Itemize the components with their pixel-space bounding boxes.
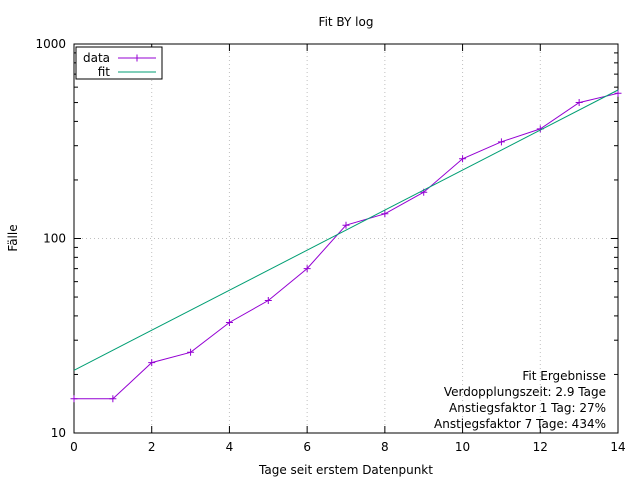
y-tick-label: 10 (51, 426, 66, 440)
data-point (303, 265, 311, 273)
x-tick-label: 14 (610, 440, 625, 454)
data-point (497, 138, 505, 146)
data-point (109, 395, 117, 403)
grid (74, 44, 618, 433)
data-point (187, 348, 195, 356)
axis-ticks: 0 2 4 6 8 10 12 14 10 100 1000 (35, 37, 625, 454)
data-point (264, 296, 272, 304)
series-line-data (74, 92, 619, 400)
data-point (575, 99, 583, 107)
data-point (614, 89, 622, 97)
x-tick-label: 10 (455, 440, 470, 454)
y-tick-label: 100 (43, 232, 66, 246)
x-tick-label: 4 (226, 440, 234, 454)
fit-result-line: Verdopplungszeit: 2.9 Tage (444, 385, 606, 399)
legend-label-data: data (83, 51, 110, 65)
legend-box (75, 46, 163, 80)
fit-results: Fit Ergebnisse Verdopplungszeit: 2.9 Tage… (434, 369, 606, 431)
legend-label-fit: fit (98, 65, 111, 79)
fit-result-line: Anstiegsfaktor 7 Tage: 434% (434, 417, 606, 431)
legend-marker (133, 54, 141, 62)
fit-result-line: Anstiegsfaktor 1 Tag: 27% (449, 401, 606, 415)
y-axis-label: Fälle (6, 224, 20, 251)
series (70, 89, 622, 403)
series-line-fit (73, 89, 619, 371)
x-tick-label: 12 (533, 440, 548, 454)
fit-result-line: Fit Ergebnisse (522, 369, 606, 383)
data-point (148, 359, 156, 367)
data-point (342, 221, 350, 229)
data-point (225, 318, 233, 326)
data-point (459, 155, 467, 163)
chart-title: Fit BY log (319, 15, 374, 29)
x-tick-label: 2 (148, 440, 156, 454)
y-tick-label: 1000 (35, 37, 66, 51)
data-point (381, 210, 389, 218)
x-tick-label: 8 (381, 440, 389, 454)
x-tick-label: 0 (70, 440, 78, 454)
x-axis-label: Tage seit erstem Datenpunkt (258, 463, 433, 477)
x-tick-label: 6 (303, 440, 311, 454)
data-point (70, 395, 78, 403)
